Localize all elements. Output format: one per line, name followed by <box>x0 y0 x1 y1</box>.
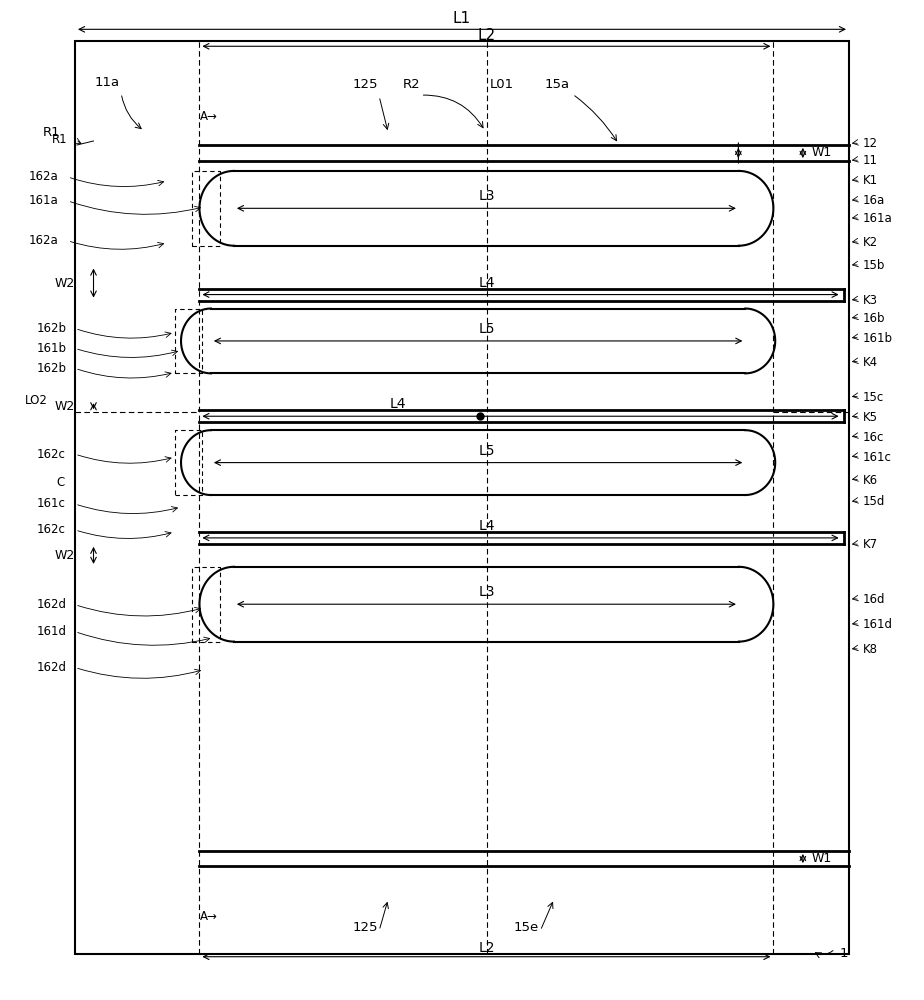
Text: 16a: 16a <box>863 194 885 207</box>
Text: 162d: 162d <box>36 598 67 611</box>
Text: A→: A→ <box>200 910 217 923</box>
Text: C: C <box>56 476 65 489</box>
Text: 11a: 11a <box>95 76 120 89</box>
Text: 162b: 162b <box>36 322 67 335</box>
Text: R2: R2 <box>403 78 420 91</box>
Text: 16d: 16d <box>863 593 885 606</box>
Text: L3: L3 <box>479 585 495 599</box>
Text: 125: 125 <box>353 921 378 934</box>
Text: W1: W1 <box>812 146 833 159</box>
Text: 15c: 15c <box>863 391 884 404</box>
Text: K7: K7 <box>863 538 878 551</box>
Text: L2: L2 <box>478 28 496 43</box>
Text: 162a: 162a <box>29 170 59 183</box>
Text: 161a: 161a <box>863 212 893 225</box>
Text: 162d: 162d <box>36 661 67 674</box>
Bar <box>75 41 849 954</box>
Text: W2: W2 <box>55 549 75 562</box>
Text: 162b: 162b <box>36 362 67 375</box>
Text: K6: K6 <box>863 474 878 487</box>
Text: 162c: 162c <box>36 448 66 461</box>
Text: L4: L4 <box>479 276 495 290</box>
Text: 161a: 161a <box>29 194 59 207</box>
Text: 161c: 161c <box>36 497 66 510</box>
Text: R1: R1 <box>52 133 67 146</box>
Text: L2: L2 <box>479 941 495 955</box>
Text: 16c: 16c <box>863 431 884 444</box>
Text: L3: L3 <box>479 189 495 203</box>
Text: 15d: 15d <box>863 495 885 508</box>
Text: R1: R1 <box>43 126 61 139</box>
Text: 162c: 162c <box>36 523 66 536</box>
Text: K5: K5 <box>863 411 878 424</box>
Text: K4: K4 <box>863 356 878 369</box>
Text: 12: 12 <box>863 137 878 150</box>
Text: 162a: 162a <box>29 234 59 247</box>
Text: A→: A→ <box>200 110 217 123</box>
Text: K2: K2 <box>863 236 878 249</box>
Text: 11: 11 <box>863 154 878 167</box>
Text: L1: L1 <box>453 11 471 26</box>
Text: 161b: 161b <box>863 332 893 345</box>
Text: 125: 125 <box>353 78 378 91</box>
Text: W2: W2 <box>55 400 75 413</box>
Text: 15b: 15b <box>863 259 885 272</box>
Text: 161b: 161b <box>36 342 67 355</box>
Text: L5: L5 <box>479 322 495 336</box>
Text: L5: L5 <box>479 444 495 458</box>
Text: 1: 1 <box>840 947 848 960</box>
Text: 161d: 161d <box>863 618 893 631</box>
Text: K1: K1 <box>863 174 878 187</box>
Text: 161c: 161c <box>863 451 892 464</box>
Text: 16b: 16b <box>863 312 885 325</box>
Text: 161d: 161d <box>36 625 67 638</box>
Text: L4: L4 <box>479 519 495 533</box>
Text: 15a: 15a <box>545 78 570 91</box>
Text: L4: L4 <box>389 397 406 411</box>
Text: W2: W2 <box>55 277 75 290</box>
Text: W1: W1 <box>812 852 833 865</box>
Text: K3: K3 <box>863 294 878 307</box>
Text: 15e: 15e <box>514 921 539 934</box>
Text: K8: K8 <box>863 643 878 656</box>
Text: L01: L01 <box>490 78 514 91</box>
Text: LO2: LO2 <box>24 394 47 407</box>
